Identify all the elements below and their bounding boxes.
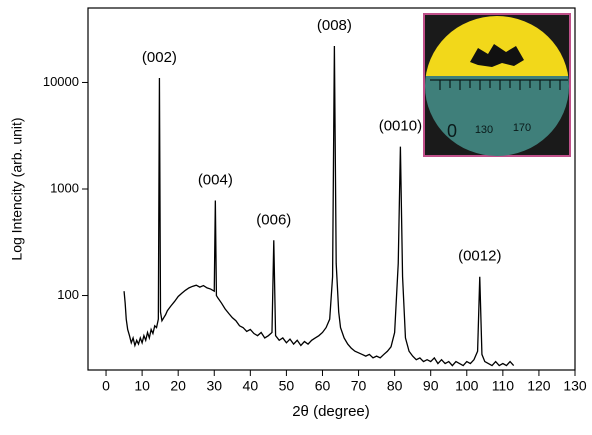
inset-label: 130 [475, 124, 493, 136]
x-axis-label: 2θ (degree) [292, 403, 370, 420]
y-tick-label: 100 [57, 287, 79, 302]
inset-crystals [470, 44, 524, 67]
x-tick-label: 40 [243, 378, 259, 394]
inset-label: 170 [513, 122, 531, 134]
x-tick-label: 10 [134, 378, 150, 394]
x-tick-label: 130 [563, 378, 587, 394]
peak-label: (004) [198, 171, 233, 188]
y-axis-label: Log Intencity (arb. unit) [9, 117, 25, 260]
peak-label: (0012) [458, 248, 501, 265]
x-tick-label: 30 [206, 378, 222, 394]
peak-label: (0010) [379, 118, 422, 135]
xrd-trace [123, 45, 515, 367]
x-tick-label: 80 [387, 378, 403, 394]
peak-label: (006) [256, 211, 291, 228]
inset-label: 0 [447, 121, 457, 141]
x-tick-label: 110 [492, 378, 515, 394]
x-tick-label: 90 [423, 378, 439, 394]
x-tick-label: 100 [455, 378, 479, 394]
x-tick-label: 50 [279, 378, 295, 394]
x-tick-label: 20 [170, 378, 186, 394]
y-tick-label: 10000 [43, 74, 79, 89]
x-tick-label: 60 [315, 378, 331, 394]
y-tick-label: 1000 [50, 180, 79, 195]
x-tick-label: 0 [102, 378, 110, 394]
peak-label: (008) [317, 17, 352, 34]
x-tick-label: 120 [527, 378, 551, 394]
peak-label: (002) [142, 49, 177, 66]
inset-ruler-ticks [430, 79, 568, 90]
x-tick-label: 70 [351, 378, 367, 394]
inset-photo [423, 13, 571, 157]
